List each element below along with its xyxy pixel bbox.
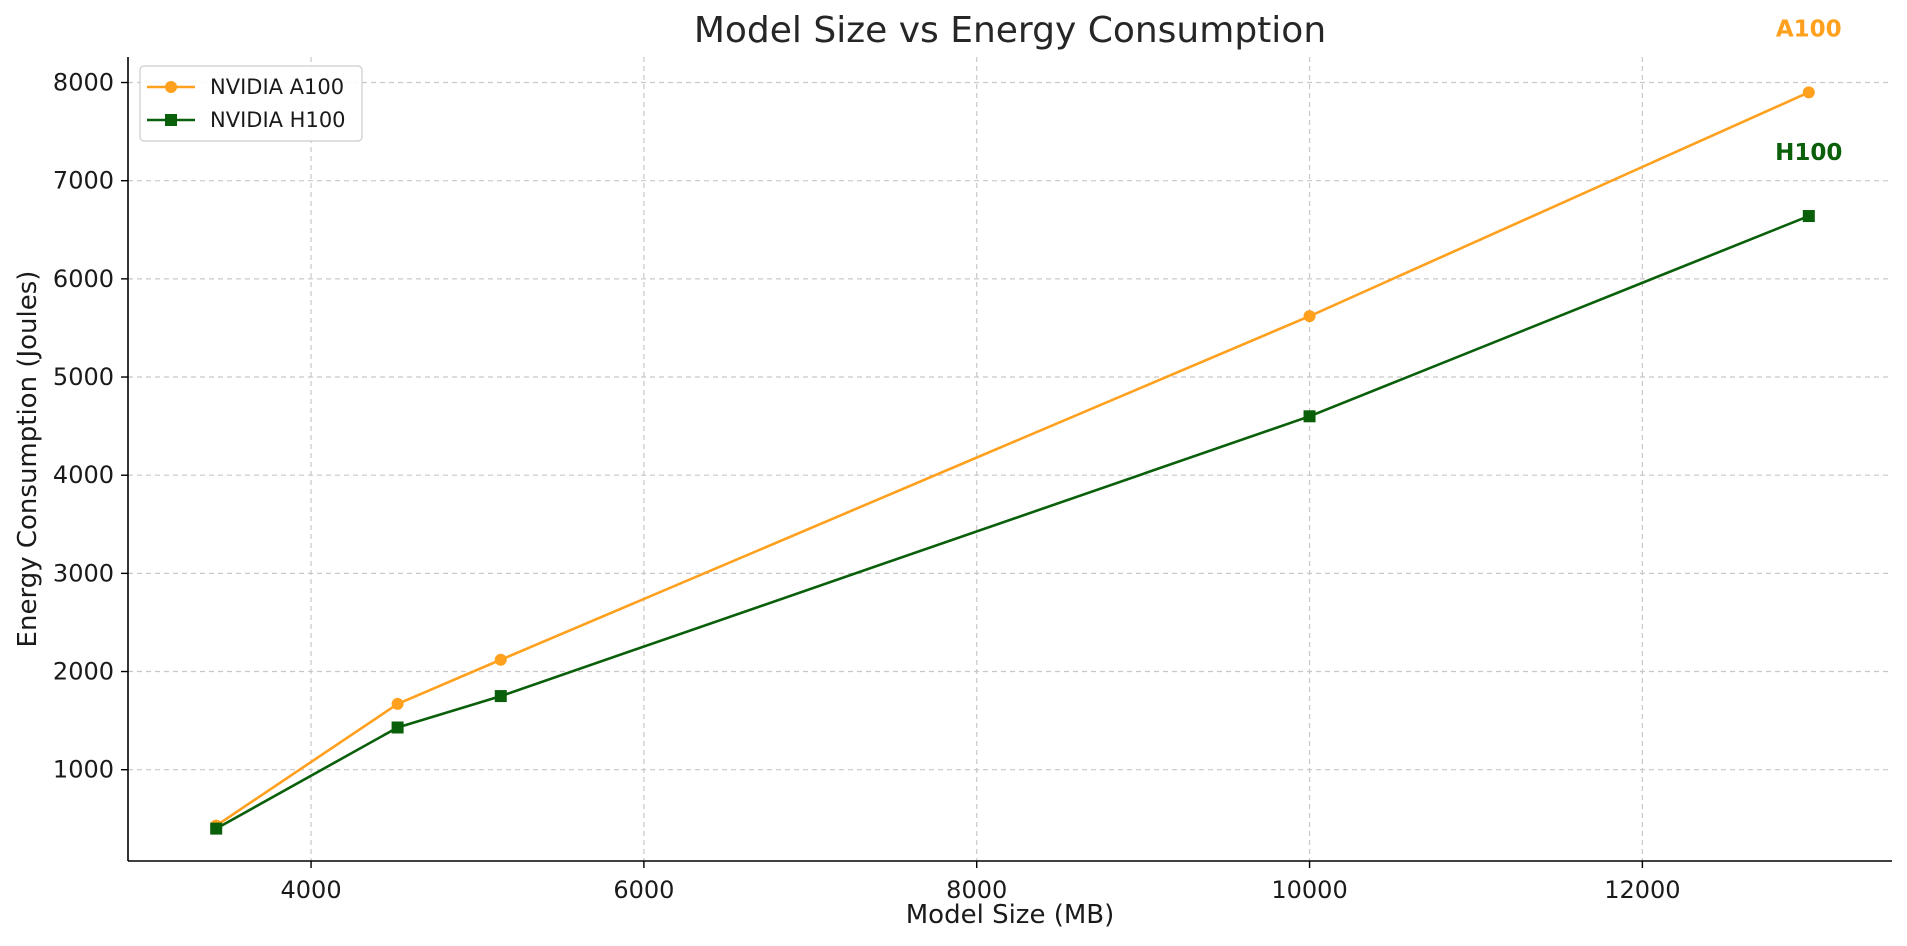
end-label-a100: A100 xyxy=(1776,16,1842,42)
x-tick-label: 12000 xyxy=(1604,876,1680,904)
end-label-h100: H100 xyxy=(1775,140,1842,166)
data-point-h100 xyxy=(210,822,223,835)
data-point-h100 xyxy=(391,721,404,734)
data-point-a100 xyxy=(1303,310,1316,323)
data-point-a100 xyxy=(1802,86,1815,99)
legend-label-a100: NVIDIA A100 xyxy=(210,75,344,99)
data-point-a100 xyxy=(391,697,404,710)
y-tick-label: 6000 xyxy=(53,265,114,293)
legend-marker-a100 xyxy=(165,81,177,93)
y-tick-label: 5000 xyxy=(53,363,114,391)
series-line-h100 xyxy=(215,214,1810,830)
chart-title: Model Size vs Energy Consumption xyxy=(694,10,1326,51)
series-line-a100 xyxy=(215,91,1810,827)
legend-box xyxy=(139,65,363,142)
y-tick-label: 2000 xyxy=(53,658,114,686)
y-tick-label: 7000 xyxy=(53,167,114,195)
legend: NVIDIA A100 NVIDIA H100 xyxy=(139,65,363,142)
data-point-h100 xyxy=(494,690,507,703)
x-tick-label: 8000 xyxy=(946,876,1007,904)
data-point-h100 xyxy=(1303,410,1316,423)
end-labels: A100 H100 xyxy=(1775,16,1842,166)
legend-label-h100: NVIDIA H100 xyxy=(210,108,346,132)
y-tick-label: 8000 xyxy=(53,69,114,97)
x-tick-label: 4000 xyxy=(281,876,342,904)
tick-labels: 4000 6000 8000 10000 12000 1000 2000 3000 4000 50… xyxy=(53,69,1681,904)
series-lines xyxy=(210,86,1815,835)
x-axis-title: Model Size (MB) xyxy=(906,900,1115,930)
legend-marker-h100 xyxy=(165,114,177,126)
grid-lines xyxy=(128,57,1892,861)
data-point-a100 xyxy=(494,653,507,666)
y-axis-title: Energy Consumption (Joules) xyxy=(13,271,43,648)
y-tick-label: 4000 xyxy=(53,461,114,489)
axes xyxy=(127,57,1892,862)
x-tick-label: 10000 xyxy=(1271,876,1347,904)
x-tick-label: 6000 xyxy=(613,876,674,904)
y-tick-label: 1000 xyxy=(53,756,114,784)
y-tick-label: 3000 xyxy=(53,559,114,587)
data-point-h100 xyxy=(1802,210,1815,223)
